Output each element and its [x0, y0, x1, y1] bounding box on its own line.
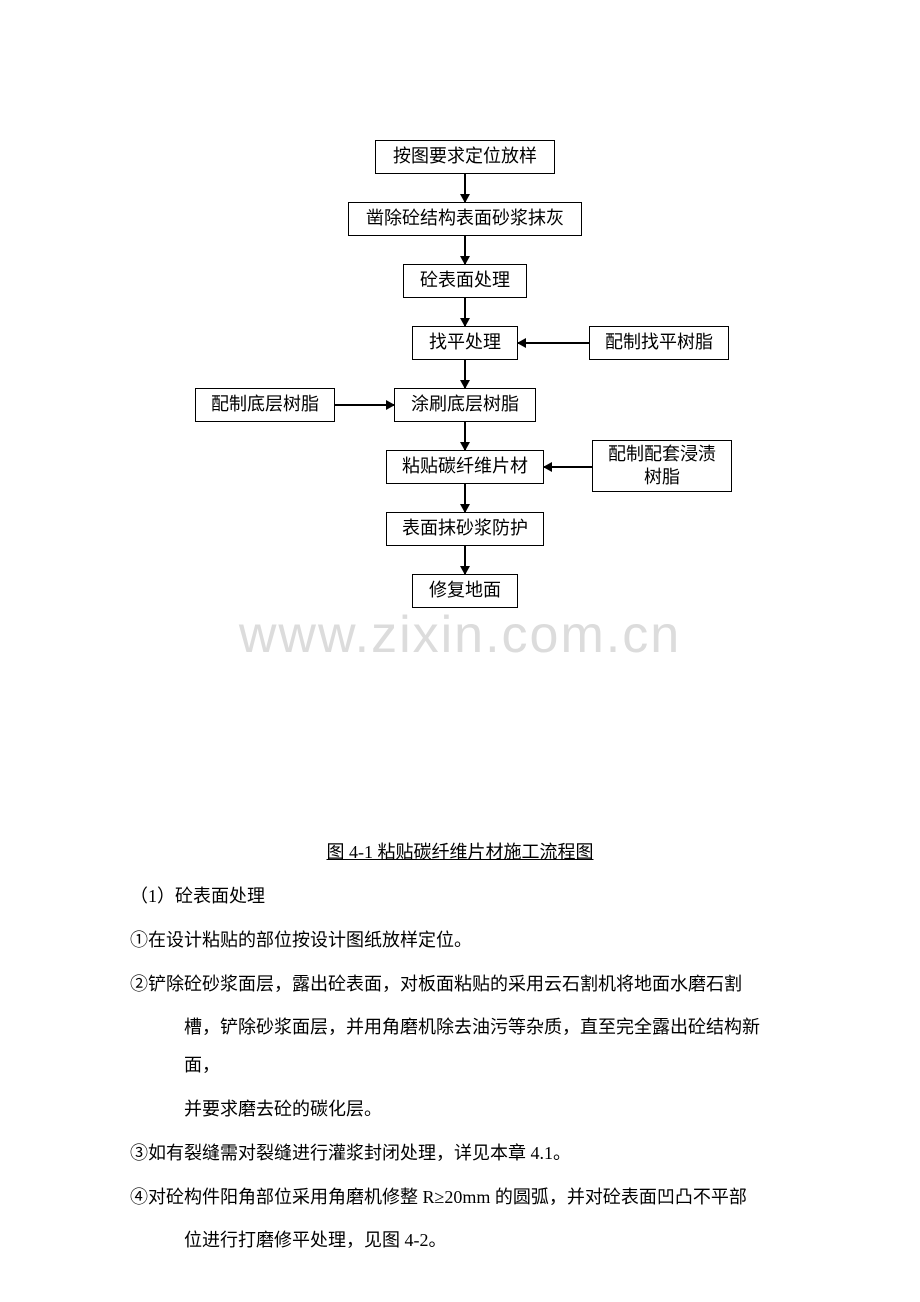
flow-arrow: [464, 298, 466, 326]
flow-arrow: [335, 404, 394, 406]
step-3: ③如有裂缝需对裂缝进行灌浆封闭处理，详见本章 4.1。: [130, 1135, 790, 1173]
figure-caption: 图 4-1 粘贴碳纤维片材施工流程图: [327, 838, 594, 864]
section-heading: （1）砼表面处理: [130, 878, 790, 916]
flow-arrow: [464, 236, 466, 264]
step-2-line3: 并要求磨去砼的碳化层。: [130, 1091, 790, 1129]
flow-node-8: 粘贴碳纤维片材: [386, 450, 544, 484]
flow-node-11: 修复地面: [412, 574, 518, 608]
flow-arrow: [544, 466, 592, 468]
step-4-line1: ④对砼构件阳角部位采用角磨机修整 R≥20mm 的圆弧，并对砼表面凹凸不平部: [130, 1179, 790, 1217]
step-1: ①在设计粘贴的部位按设计图纸放样定位。: [130, 922, 790, 960]
flow-arrow: [464, 174, 466, 202]
flow-node-6: 涂刷底层树脂: [394, 388, 536, 422]
flow-arrow: [464, 360, 466, 388]
flow-arrow: [464, 422, 466, 450]
flow-arrow: [464, 546, 466, 574]
flow-node-9: 配制配套浸渍树脂: [592, 440, 732, 492]
text-body: （1）砼表面处理 ①在设计粘贴的部位按设计图纸放样定位。 ②铲除砼砂浆面层，露出…: [130, 878, 790, 1266]
flow-node-2: 凿除砼结构表面砂浆抹灰: [348, 202, 582, 236]
flow-arrow: [518, 342, 589, 344]
flow-node-5: 配制找平树脂: [589, 326, 729, 360]
step-4-line2: 位进行打磨修平处理，见图 4-2。: [130, 1222, 790, 1260]
flow-arrow: [464, 484, 466, 512]
flow-node-7: 配制底层树脂: [195, 388, 335, 422]
flowchart-container: 按图要求定位放样 凿除砼结构表面砂浆抹灰 砼表面处理 找平处理 配制找平树脂 涂…: [0, 140, 920, 640]
step-2-line2: 槽，铲除砂浆面层，并用角磨机除去油污等杂质，直至完全露出砼结构新面，: [130, 1009, 790, 1085]
flow-node-1: 按图要求定位放样: [375, 140, 555, 174]
flow-node-3: 砼表面处理: [403, 264, 527, 298]
flow-node-10: 表面抹砂浆防护: [386, 512, 544, 546]
flow-node-4: 找平处理: [412, 326, 518, 360]
step-2-line1: ②铲除砼砂浆面层，露出砼表面，对板面粘贴的采用云石割机将地面水磨石割: [130, 966, 790, 1004]
